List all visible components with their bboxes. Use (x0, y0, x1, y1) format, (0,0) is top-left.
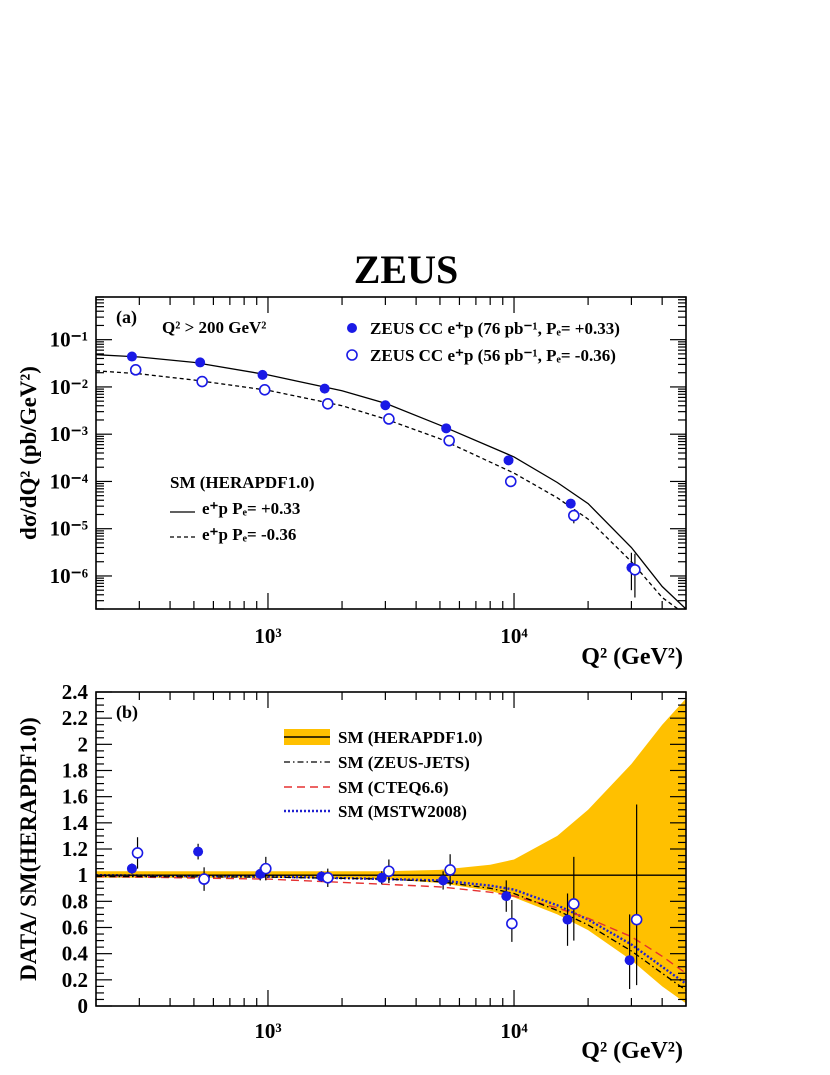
legend-zeus-jets: SM (ZEUS-JETS) (338, 753, 470, 772)
panel-b-filled-point (562, 914, 573, 925)
panel-b-ytick-label: 2 (78, 732, 89, 756)
panel-a-ytick-label: 10⁻² (50, 375, 88, 399)
sm-curve-minus036 (96, 370, 680, 609)
panel-a-open-point (321, 397, 334, 410)
legend-sm-header: SM (HERAPDF1.0) (170, 473, 314, 492)
panel-b-ytick-label: 1 (78, 863, 89, 887)
panel-b-xtick-label: 10³ (254, 1019, 281, 1043)
panel-a-filled-point (257, 369, 268, 380)
panel-b-ytick-label: 1.6 (62, 785, 88, 809)
legend-filled-marker (347, 323, 357, 333)
panel-b-filled-point (438, 875, 449, 886)
panel-a-filled-point (380, 400, 391, 411)
panel-a-open-point (629, 564, 641, 576)
mstw2008-curve (96, 874, 686, 985)
panel-a-filled-point (441, 423, 452, 434)
panel-b-ytick-label: 1.4 (62, 811, 89, 835)
panel-a-filled-point (503, 455, 514, 466)
panel-a-xtick-label: 10³ (254, 624, 281, 648)
legend-data-open: ZEUS CC e⁺p (56 pb⁻¹, Pₑ= -0.36) (370, 346, 616, 365)
panel-b-open-point (260, 862, 272, 875)
legend-cteq: SM (CTEQ6.6) (338, 778, 449, 797)
panel-b-filled-point (193, 846, 204, 857)
panel-a-ylabel: dσ/dQ² (pb/GeV²) (16, 366, 41, 540)
herapdf-uncertainty-band (96, 698, 686, 1004)
panel-b-open-point (383, 865, 395, 878)
panel-b-ytick-label: 2.2 (62, 706, 88, 730)
panel-b: 10³ 10⁴00.20.40.60.811.21.41.61.822.22.4 … (16, 680, 687, 1064)
panel-b-ytick-label: 0.4 (62, 942, 89, 966)
panel-b-xtick-label: 10⁴ (500, 1019, 528, 1043)
figure-title: ZEUS (354, 247, 459, 292)
panel-a: 10³ 10⁴ 10⁻⁶ 10⁻⁵ 10⁻⁴ 10⁻³ 10⁻² 10⁻¹ (a) Q² > … (16, 296, 687, 670)
panel-b-ytick-label: 2.4 (62, 680, 89, 704)
panel-a-open-point (568, 509, 580, 522)
cut-label: Q² > 200 GeV² (162, 318, 266, 337)
panel-a-ytick-label: 10⁻³ (50, 422, 88, 446)
panel-a-open-point (504, 475, 517, 488)
panel-a-open-point (383, 413, 395, 425)
panel-b-ytick-label: 0.8 (62, 889, 88, 913)
panel-b-ytick-label: 0.6 (62, 916, 88, 940)
panel-b-ytick-label: 1.8 (62, 759, 88, 783)
panel-a-xlabel: Q² (GeV²) (581, 644, 683, 670)
panel-a-ytick-label: 10⁻⁶ (50, 564, 88, 588)
panel-b-ytick-label: 0.2 (62, 968, 88, 992)
panel-b-ytick-label: 0 (78, 994, 89, 1018)
panel-b-xlabel: Q² (GeV²) (581, 1038, 683, 1064)
legend-mstw: SM (MSTW2008) (338, 802, 467, 821)
cteq66-curve (96, 875, 686, 974)
panel-b-filled-point (376, 872, 387, 883)
panel-b-label: (b) (116, 702, 138, 723)
panel-b-open-point (568, 898, 580, 910)
panel-b-filled-point (126, 863, 137, 874)
panel-b-ytick-label: 1.2 (62, 837, 88, 861)
panel-a-open-point (129, 364, 142, 376)
legend-open-marker (346, 349, 358, 361)
panel-a-ytick-label: 10⁻¹ (50, 328, 88, 352)
legend-data-filled: ZEUS CC e⁺p (76 pb⁻¹, Pₑ= +0.33) (370, 319, 620, 338)
panel-b-filled-point (501, 891, 512, 902)
panel-a-xtick-label: 10⁴ (500, 624, 528, 648)
panel-b-open-point (630, 913, 643, 926)
panel-b-ylabel: DATA/ SM(HERAPDF1.0) (16, 717, 41, 981)
panel-a-ytick-label: 10⁻⁵ (50, 517, 88, 541)
panel-a-filled-point (565, 498, 576, 509)
panel-b-filled-point (624, 955, 635, 966)
panel-a-label: (a) (116, 307, 137, 328)
panel-b-open-point (131, 847, 144, 859)
legend-sm-solid: e⁺p Pₑ= +0.33 (202, 499, 300, 518)
sm-curve-plus033 (96, 354, 686, 609)
panel-b-open-point (444, 864, 456, 876)
legend-herapdf: SM (HERAPDF1.0) (338, 728, 482, 747)
panel-b-open-point (321, 871, 334, 884)
zeus-jets-curve (96, 875, 686, 991)
panel-a-filled-point (319, 383, 330, 394)
panel-a-frame (95, 296, 687, 610)
panel-a-filled-point (126, 351, 137, 362)
panel-b-open-point (506, 917, 518, 930)
panel-a-open-point (443, 434, 455, 447)
panel-b-open-point (198, 873, 210, 885)
panel-a-ytick-label: 10⁻⁴ (50, 469, 89, 493)
legend-sm-dashed: e⁺p Pₑ= -0.36 (202, 525, 296, 544)
panel-a-open-point (196, 375, 208, 388)
panel-a-open-point (258, 383, 271, 396)
panel-a-filled-point (195, 357, 206, 368)
